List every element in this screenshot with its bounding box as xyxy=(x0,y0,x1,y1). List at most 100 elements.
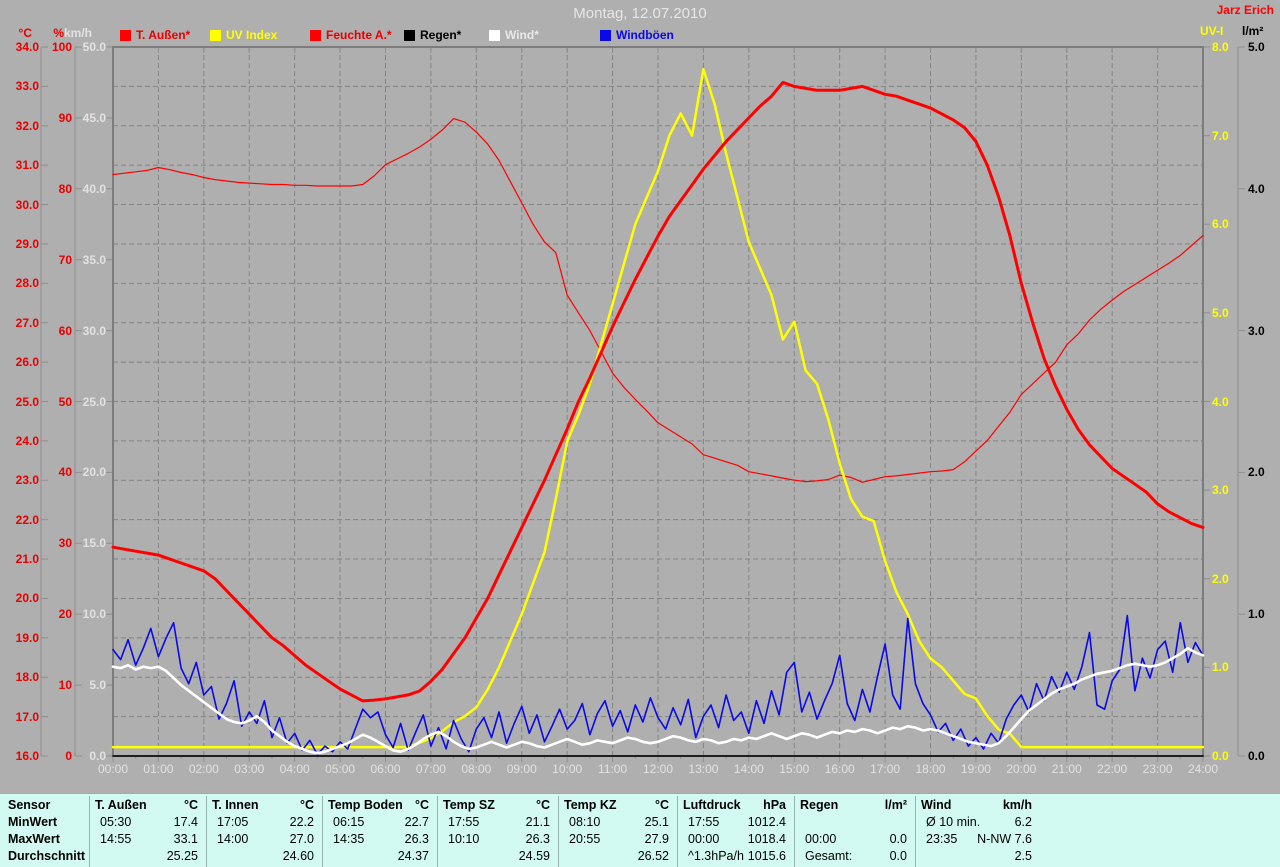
legend-label-2: Feuchte A.* xyxy=(326,28,392,42)
table-col-name: Temp KZ xyxy=(564,798,617,812)
table-col-unit: l/m² xyxy=(884,798,907,812)
temp-tick-label: 22.0 xyxy=(15,512,39,527)
time-tick-label: 00:00 xyxy=(97,762,129,776)
legend-label-4: Wind* xyxy=(505,28,539,42)
table-col-unit: °C xyxy=(535,798,550,812)
uv-tick-label: 0.0 xyxy=(1212,749,1229,763)
humidity-tick-label: 100 xyxy=(51,40,72,54)
table-separator xyxy=(89,796,90,867)
uv-tick-label: 1.0 xyxy=(1212,660,1229,675)
table-max-time: 23:35 xyxy=(926,832,958,846)
table-min-time: 08:10 xyxy=(569,815,601,829)
table-max-time: 00:00 xyxy=(805,832,837,846)
temp-tick-label: 27.0 xyxy=(15,315,39,330)
table-col-name: Temp SZ xyxy=(443,798,495,812)
temp-tick-label: 19.0 xyxy=(15,630,39,645)
table-max-time: 10:10 xyxy=(448,832,480,846)
table-min-time: Ø 10 min. xyxy=(926,815,981,829)
time-tick-label: 08:00 xyxy=(461,762,492,776)
humidity-axis-unit: % xyxy=(53,26,64,40)
uv-tick-label: 3.0 xyxy=(1212,483,1229,498)
time-tick-label: 07:00 xyxy=(415,762,446,776)
table-max-time: 00:00 xyxy=(688,832,720,846)
temp-tick-label: 29.0 xyxy=(15,236,39,251)
temp-tick-label: 24.0 xyxy=(15,433,39,448)
table-avg-value: 24.59 xyxy=(518,849,550,863)
time-tick-label: 11:00 xyxy=(598,762,628,776)
temp-tick-label: 20.0 xyxy=(15,591,39,606)
wind-axis-unit: km/h xyxy=(64,26,93,40)
table-separator xyxy=(206,796,207,867)
table-avg-value: 2.5 xyxy=(1014,849,1032,863)
table-max-value: N-NW 7.6 xyxy=(977,832,1032,846)
table-avg-value: 24.37 xyxy=(397,849,429,863)
table-row-label: Sensor xyxy=(8,798,51,812)
table-row-label: MaxWert xyxy=(8,832,60,846)
time-tick-label: 05:00 xyxy=(325,762,356,776)
wind-tick-label: 30.0 xyxy=(82,323,106,338)
time-tick-label: 24:00 xyxy=(1187,762,1219,776)
wind-tick-label: 0.0 xyxy=(89,749,106,763)
temp-tick-label: 28.0 xyxy=(15,276,39,291)
time-tick-label: 22:00 xyxy=(1097,762,1128,776)
table-avg-value: 25.25 xyxy=(166,849,198,863)
table-avg-value: 26.52 xyxy=(637,849,669,863)
table-min-time: 05:30 xyxy=(100,815,132,829)
uv-tick-label: 2.0 xyxy=(1212,571,1229,586)
time-tick-label: 16:00 xyxy=(824,762,855,776)
rain-axis-unit: l/m² xyxy=(1242,24,1264,38)
wind-tick-label: 10.0 xyxy=(82,607,106,622)
table-min-value: 25.1 xyxy=(644,815,669,829)
rain-tick-label: 2.0 xyxy=(1248,465,1265,480)
time-tick-label: 01:00 xyxy=(143,762,174,776)
time-tick-label: 19:00 xyxy=(960,762,991,776)
humidity-tick-label: 0 xyxy=(65,749,72,763)
summary-table: Sensor MinWert MaxWert Durchschnitt T. Außen… xyxy=(0,793,1280,867)
table-max-value: 27.9 xyxy=(644,832,669,846)
legend-swatch-5 xyxy=(600,30,611,41)
humidity-tick-label: 80 xyxy=(58,181,72,196)
uv-axis-unit: UV-I xyxy=(1200,24,1224,38)
table-separator xyxy=(794,796,795,867)
table-min-value: 22.2 xyxy=(289,815,314,829)
humidity-tick-label: 70 xyxy=(58,252,72,267)
rain-tick-label: 4.0 xyxy=(1248,181,1265,196)
temp-tick-label: 30.0 xyxy=(15,197,39,212)
legend-swatch-1 xyxy=(210,30,221,41)
wind-tick-label: 25.0 xyxy=(82,394,106,409)
temp-tick-label: 17.0 xyxy=(15,709,39,724)
table-col-name: Temp Boden xyxy=(328,798,403,812)
table-col-unit: °C xyxy=(654,798,669,812)
temp-tick-label: 34.0 xyxy=(15,40,39,54)
temp-tick-label: 16.0 xyxy=(15,749,39,763)
time-tick-label: 04:00 xyxy=(279,762,310,776)
table-min-time: 17:05 xyxy=(217,815,249,829)
legend-label-0: T. Außen* xyxy=(136,28,191,42)
page-title: Montag, 12.07.2010 xyxy=(573,5,707,22)
humidity-tick-label: 40 xyxy=(58,465,72,480)
legend-label-3: Regen* xyxy=(420,28,462,42)
legend-label-1: UV Index xyxy=(226,28,278,42)
table-max-value: 26.3 xyxy=(525,832,550,846)
time-tick-label: 20:00 xyxy=(1006,762,1037,776)
time-tick-label: 14:00 xyxy=(733,762,764,776)
rain-tick-label: 1.0 xyxy=(1248,607,1265,622)
table-min-time: 06:15 xyxy=(333,815,365,829)
time-tick-label: 12:00 xyxy=(642,762,674,776)
table-col-name: Regen xyxy=(800,798,839,812)
table-col-unit: °C xyxy=(299,798,314,812)
table-col-unit: °C xyxy=(414,798,429,812)
temp-axis-unit: °C xyxy=(18,26,32,40)
humidity-tick-label: 50 xyxy=(58,394,72,409)
temp-tick-label: 23.0 xyxy=(15,473,39,488)
table-separator xyxy=(677,796,678,867)
uv-tick-label: 6.0 xyxy=(1212,217,1229,232)
wind-tick-label: 40.0 xyxy=(82,181,106,196)
temp-tick-label: 31.0 xyxy=(15,158,39,173)
time-tick-label: 02:00 xyxy=(188,762,219,776)
uv-tick-label: 7.0 xyxy=(1212,128,1229,143)
table-max-value: 26.3 xyxy=(404,832,429,846)
table-col-name: T. Außen xyxy=(95,798,147,812)
legend-swatch-3 xyxy=(404,30,415,41)
series-windb-en xyxy=(112,614,1204,756)
